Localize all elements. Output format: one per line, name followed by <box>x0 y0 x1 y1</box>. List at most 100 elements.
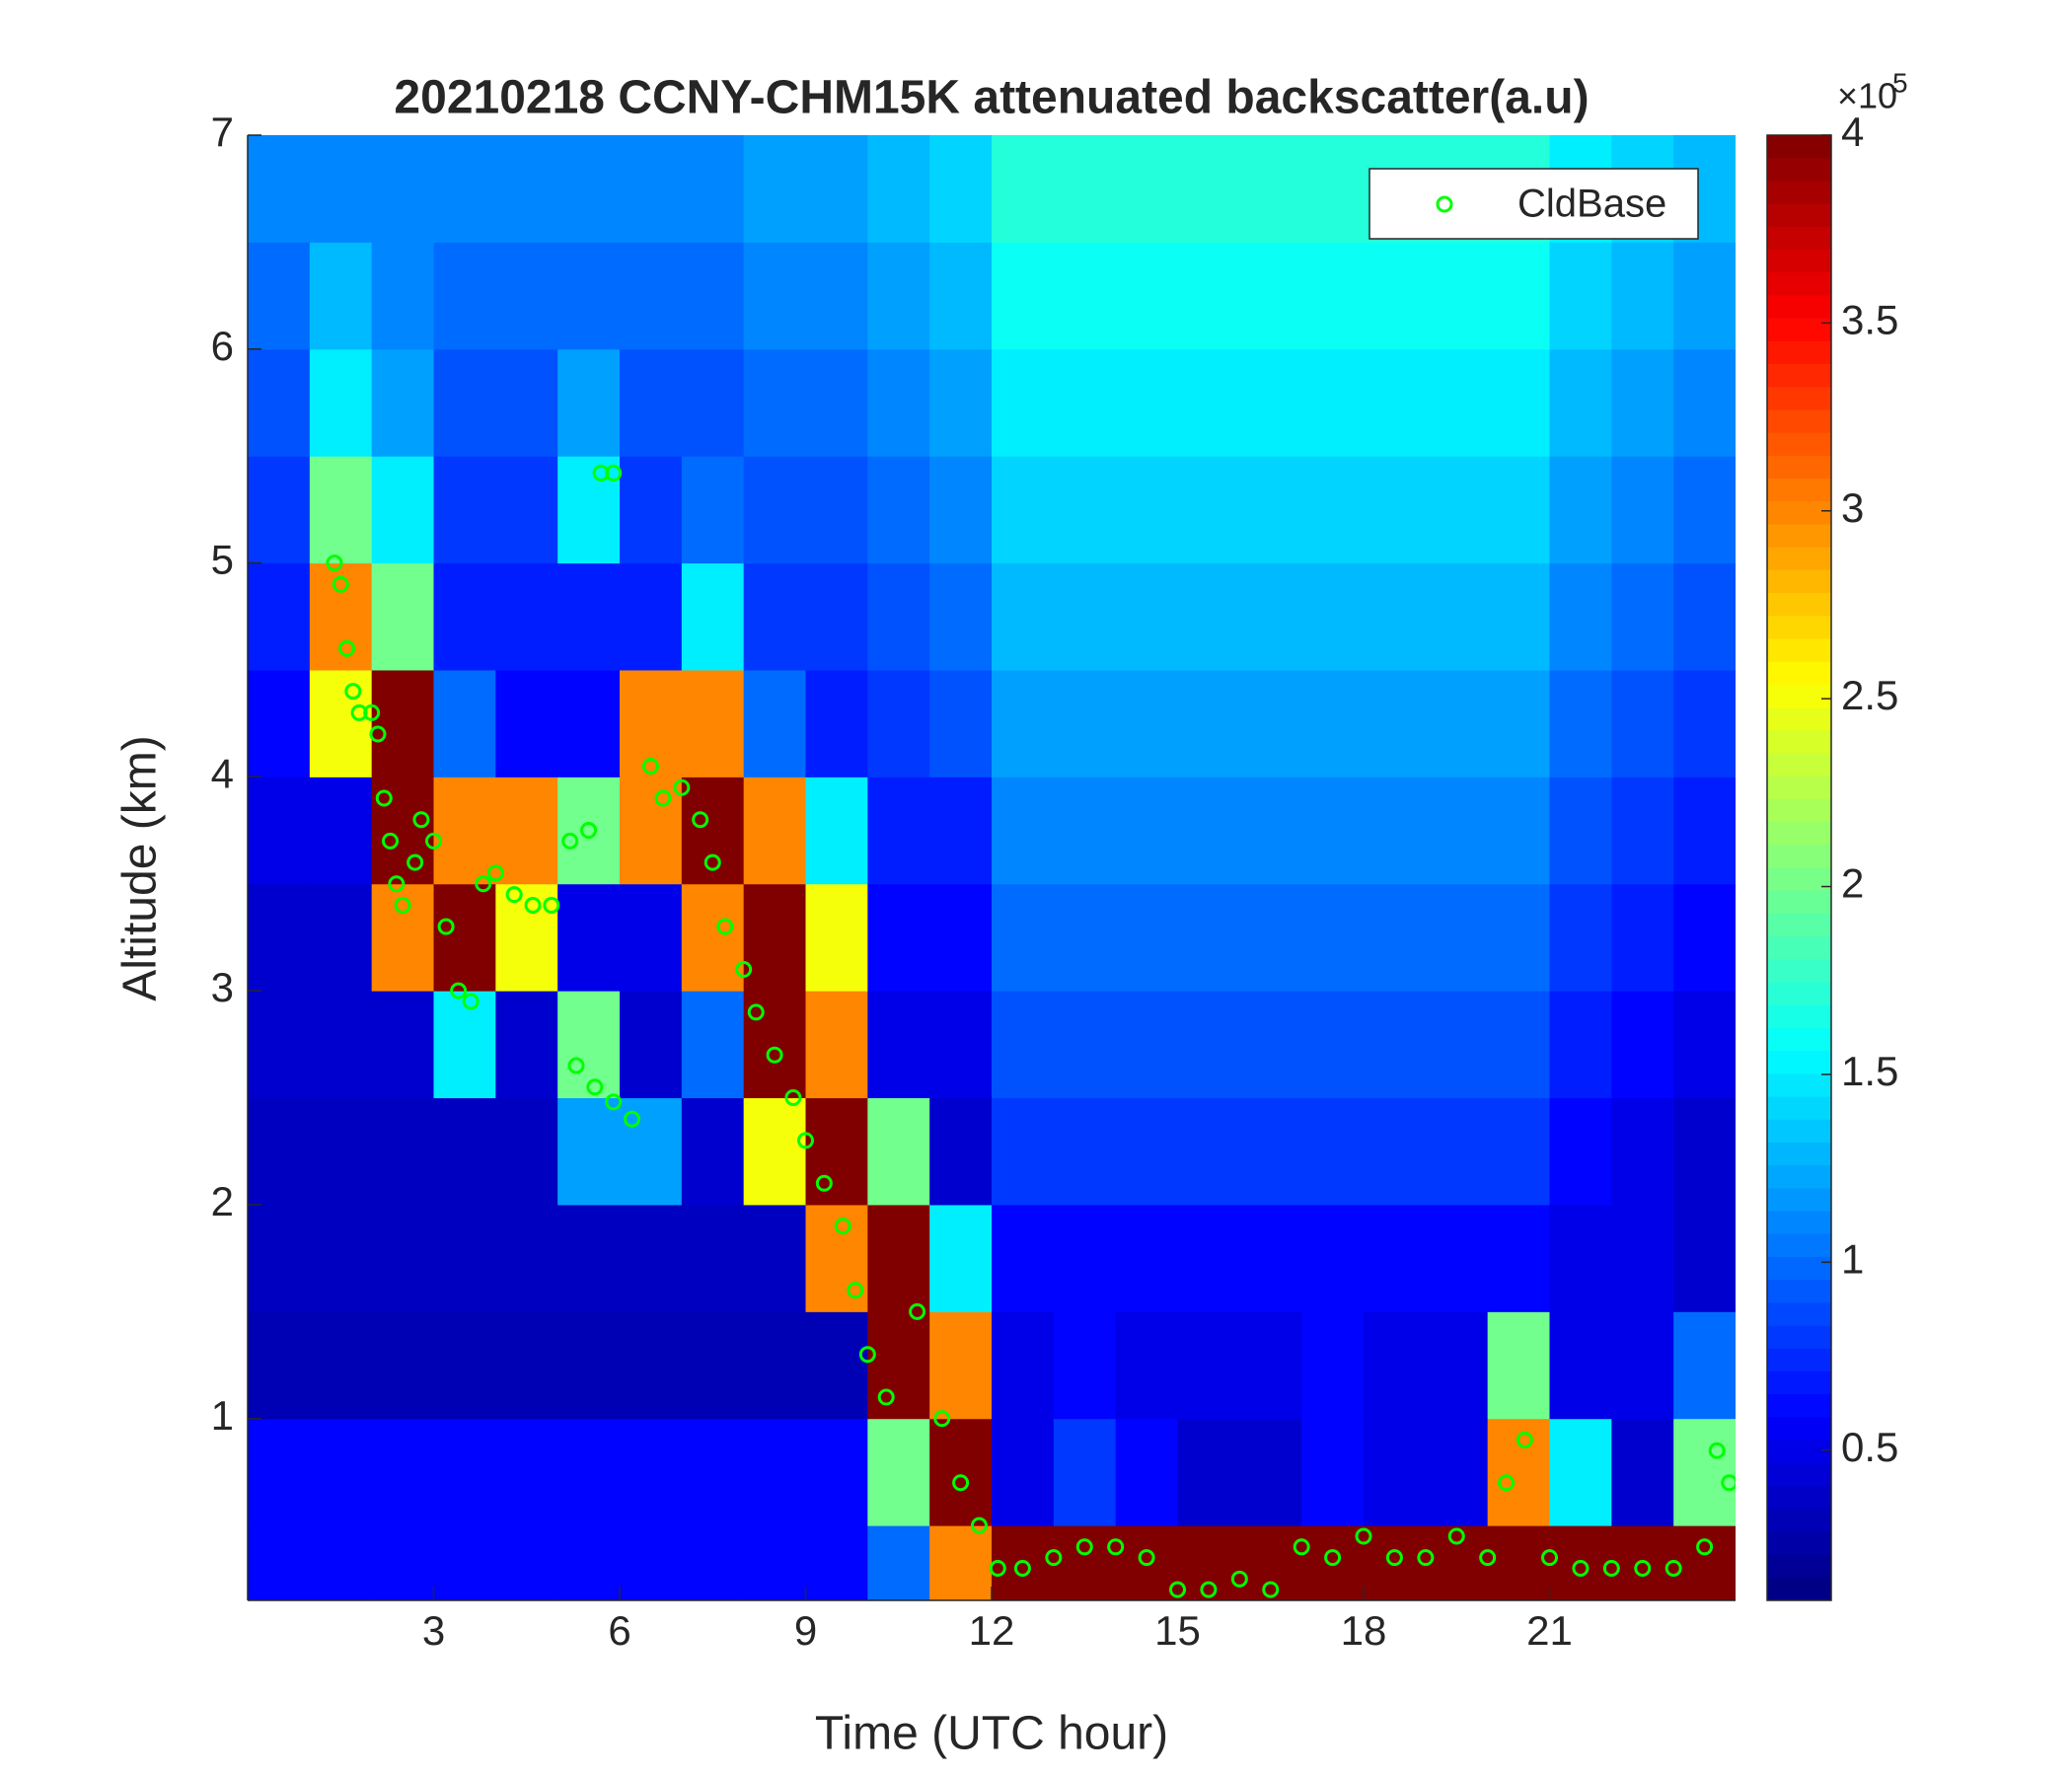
heatmap-cell <box>433 1525 496 1600</box>
colorbar-swatch <box>1767 569 1831 594</box>
heatmap-cell <box>929 883 993 992</box>
cloud-base-point <box>1385 1549 1403 1567</box>
heatmap-cell <box>1487 1525 1550 1600</box>
heatmap-cell <box>371 777 434 885</box>
heatmap-cell <box>557 562 621 671</box>
colorbar-swatch <box>1767 867 1831 892</box>
heatmap-cell <box>1053 1097 1117 1206</box>
cloud-base-point <box>505 886 523 904</box>
heatmap-cell <box>1115 456 1178 564</box>
cloud-base-point <box>437 918 455 935</box>
heatmap-cell <box>1549 1204 1612 1312</box>
cloud-base-point <box>654 789 672 807</box>
heatmap-cell <box>248 1204 311 1312</box>
colorbar-swatch <box>1767 707 1831 731</box>
cloud-base-point <box>766 1046 783 1064</box>
colorbar-swatch <box>1767 982 1831 1006</box>
cloud-base-point <box>407 853 424 871</box>
cloud-base-point <box>1572 1559 1590 1577</box>
cloud-base-point <box>1708 1442 1726 1459</box>
heatmap-cell <box>929 1525 993 1600</box>
heatmap-cell <box>248 1525 311 1600</box>
heatmap-cell <box>743 991 806 1099</box>
heatmap-cell <box>992 883 1055 992</box>
colorbar-swatch <box>1767 1302 1831 1327</box>
heatmap-cell <box>309 669 373 777</box>
colorbar-swatch <box>1767 181 1831 205</box>
x-axis-label: Time (UTC hour) <box>815 1708 1168 1760</box>
heatmap-cell <box>805 1097 868 1206</box>
colorbar-swatch <box>1767 1004 1831 1029</box>
heatmap-cell <box>1301 777 1365 885</box>
heatmap-cell <box>309 135 373 243</box>
x-tick-label: 3 <box>422 1607 445 1654</box>
heatmap-cell <box>371 883 434 992</box>
cloud-base-point <box>1262 1581 1280 1598</box>
heatmap-cell <box>371 1097 434 1206</box>
heatmap-cell <box>495 456 558 564</box>
heatmap-cell <box>371 456 434 564</box>
heatmap-cell <box>992 135 1055 243</box>
heatmap-cell <box>1364 562 1427 671</box>
colorbar-swatch <box>1767 1165 1831 1189</box>
colorbar-swatch <box>1767 684 1831 708</box>
heatmap-cell <box>371 242 434 350</box>
heatmap-cell <box>1673 456 1736 564</box>
heatmap-cell <box>620 135 683 243</box>
heatmap-cell <box>805 456 868 564</box>
heatmap-cell <box>992 991 1055 1099</box>
heatmap-cell <box>992 777 1055 885</box>
colorbar-tick-label: 1 <box>1841 1235 1864 1282</box>
heatmap-cell <box>805 669 868 777</box>
heatmap-cell <box>1487 456 1550 564</box>
heatmap-cell <box>1364 1204 1427 1312</box>
cloud-base-point <box>673 778 691 796</box>
heatmap-cell <box>1611 777 1674 885</box>
heatmap-cell <box>620 1418 683 1526</box>
heatmap-cell <box>992 1097 1055 1206</box>
heatmap-cell <box>743 1097 806 1206</box>
heatmap-cell <box>1177 777 1240 885</box>
heatmap-cell <box>620 456 683 564</box>
heatmap-cell <box>371 348 434 457</box>
colorbar-swatch <box>1767 638 1831 663</box>
heatmap-cell <box>1239 242 1302 350</box>
cloud-base-point <box>933 1410 951 1428</box>
cloud-base-point <box>344 683 362 701</box>
heatmap-cell <box>1177 883 1240 992</box>
cloud-base-point <box>332 575 349 593</box>
cloud-base-point <box>543 896 560 914</box>
heatmap-cell <box>743 1204 806 1312</box>
heatmap-cell <box>867 135 930 243</box>
heatmap-cell <box>867 1097 930 1206</box>
heatmap-cell <box>681 1418 745 1526</box>
heatmap-cell <box>620 883 683 992</box>
heatmap-cell <box>1177 669 1240 777</box>
heatmap-cell <box>681 1097 745 1206</box>
colorbar-swatch <box>1767 730 1831 754</box>
colorbar-swatch <box>1767 455 1831 480</box>
heatmap-cell <box>1487 1097 1550 1206</box>
cloud-base-point <box>363 703 381 721</box>
cloud-base-point <box>338 639 356 657</box>
colorbar-tick-label: 3 <box>1841 484 1864 531</box>
heatmap-cell <box>1053 669 1117 777</box>
heatmap-cell <box>1611 1097 1674 1206</box>
heatmap-cell <box>433 1097 496 1206</box>
heatmap-cell <box>433 1418 496 1526</box>
cloud-base-point <box>388 875 406 893</box>
heatmap-cell <box>1053 1204 1117 1312</box>
heatmap-cell <box>1115 1418 1178 1526</box>
heatmap-cell <box>805 1418 868 1526</box>
heatmap-cell <box>1425 562 1489 671</box>
heatmap-cell <box>248 562 311 671</box>
colorbar-swatch <box>1767 1577 1831 1601</box>
heatmap-cell <box>309 1097 373 1206</box>
heatmap-cell <box>929 456 993 564</box>
cloud-base-point <box>716 918 734 935</box>
heatmap-cell <box>1301 1204 1365 1312</box>
heatmap-cell <box>1115 991 1178 1099</box>
cloud-base-point <box>858 1346 876 1364</box>
heatmap-cell <box>1425 991 1489 1099</box>
heatmap-cell <box>371 135 434 243</box>
